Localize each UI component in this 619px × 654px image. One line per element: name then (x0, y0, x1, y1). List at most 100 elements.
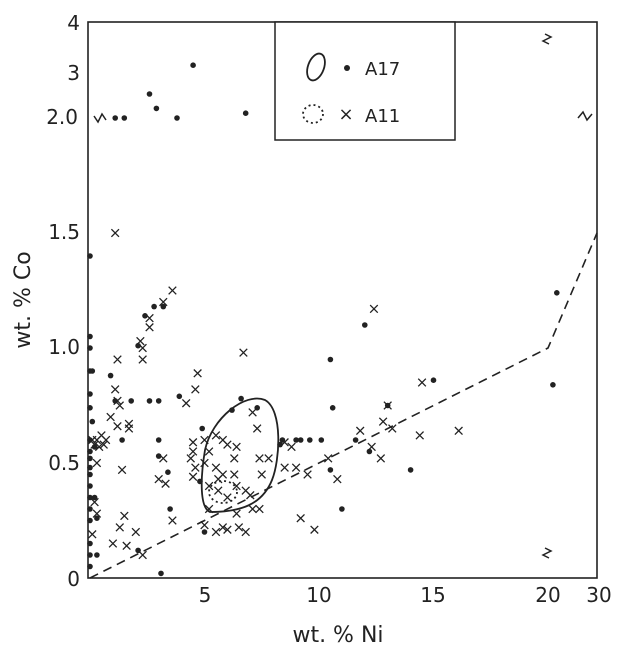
a11-point-89 (355, 426, 365, 436)
a11-point-75 (248, 408, 257, 417)
a11-point-62 (232, 481, 241, 491)
a17-point-7 (87, 448, 93, 455)
legend-a17-dot-icon (344, 65, 350, 71)
a11-point-72 (248, 504, 257, 514)
a11-point-7 (168, 286, 177, 295)
a11-point-30 (108, 539, 118, 548)
a11-point-24 (113, 421, 122, 431)
a11-point-53 (211, 431, 221, 440)
a11-point-55 (223, 440, 232, 449)
a11-point-38 (193, 369, 202, 378)
a11-point-31 (122, 541, 131, 551)
a17-point-58 (339, 506, 345, 512)
a11-point-8 (113, 355, 122, 364)
a17-point-49 (229, 407, 235, 413)
a17-point-48 (199, 425, 205, 432)
a11-point-52 (204, 481, 214, 491)
a11-point-64 (204, 504, 214, 514)
a17-point-22 (94, 515, 100, 521)
a11-point-69 (234, 523, 244, 532)
a11-point-12 (90, 440, 99, 449)
a17-point-8 (87, 455, 93, 462)
a11-point-9 (113, 396, 122, 406)
a17-point-55 (327, 356, 334, 363)
a11-point-80 (280, 438, 289, 447)
a17-point-30 (242, 110, 249, 116)
a17-point-54 (297, 437, 304, 443)
a11-point-1 (136, 336, 145, 346)
a17-point-27 (153, 105, 160, 112)
a11-point-86 (310, 525, 319, 534)
a11-point-19 (90, 497, 99, 507)
a11-point-95 (383, 401, 392, 410)
a17-point-39 (151, 303, 157, 310)
a17-point-2 (87, 345, 93, 351)
x-tick-label-20: 20 (535, 583, 560, 607)
a11-point-0 (110, 228, 120, 238)
reference-line-layer (89, 232, 598, 579)
y-tick-label-1.5: 1.5 (48, 220, 80, 244)
a17-point-13 (87, 506, 93, 512)
a11-point-83 (291, 463, 301, 472)
a11-point-16 (99, 440, 108, 449)
a17-point-29 (190, 62, 196, 68)
x-break-bottom (541, 547, 553, 559)
legend-box (274, 21, 456, 141)
x-axis-title: wt. % Ni (292, 623, 383, 648)
a11-point-20 (92, 509, 102, 518)
a11-point-45 (191, 463, 200, 472)
a11-point-87 (323, 454, 333, 463)
a11-point-49 (200, 458, 209, 468)
a17-point-56 (329, 405, 336, 411)
a11-point-81 (287, 442, 296, 452)
a11-point-32 (131, 527, 141, 537)
a11-point-28 (120, 511, 129, 521)
a11-point-88 (333, 474, 342, 484)
a17-point-17 (87, 563, 93, 570)
a11-point-96 (415, 431, 425, 440)
reference-line (89, 232, 598, 579)
a11-point-84 (303, 470, 312, 479)
a17-point-57 (327, 467, 334, 473)
a17-point-53 (293, 437, 299, 443)
axis-break-marks (93, 33, 593, 559)
a17-point-44 (167, 506, 173, 512)
a11-point-14 (94, 442, 104, 452)
a11-point-74 (255, 504, 264, 514)
a11-point-23 (110, 385, 120, 394)
a17-point-11 (87, 483, 93, 489)
a17-point-1 (87, 333, 93, 340)
a17-point-33 (128, 398, 134, 404)
a11-point-18 (92, 458, 102, 468)
a17-point-15 (87, 540, 93, 547)
a11-points (88, 228, 463, 560)
a17-point-47 (119, 437, 125, 443)
field-a11-dotted (208, 480, 238, 504)
a11-point-68 (223, 525, 232, 534)
a17-point-0 (87, 253, 93, 259)
a11-point-10 (115, 401, 125, 410)
field-a17-solid (200, 397, 280, 513)
a17-point-71 (554, 290, 560, 296)
a17-point-64 (407, 467, 414, 473)
a17-point-18 (89, 368, 96, 374)
legend-a17-label: A17 (365, 59, 400, 80)
a11-point-71 (232, 509, 241, 518)
a17-point-59 (352, 437, 359, 443)
a11-point-90 (369, 304, 379, 314)
a11-point-42 (188, 438, 198, 447)
a17-point-41 (155, 437, 162, 443)
a11-point-27 (124, 419, 134, 429)
a17-point-65 (318, 437, 325, 443)
a11-point-46 (188, 472, 198, 482)
a17-point-45 (158, 570, 164, 577)
a11-point-76 (252, 424, 262, 433)
a11-point-94 (388, 424, 397, 433)
a17-point-28 (174, 115, 180, 121)
a17-point-4 (87, 391, 93, 397)
a17-point-36 (176, 393, 183, 400)
y-tick-label-1.0: 1.0 (48, 335, 80, 359)
y-tick-label-2.0: 2.0 (46, 105, 78, 129)
a11-point-47 (200, 435, 209, 445)
